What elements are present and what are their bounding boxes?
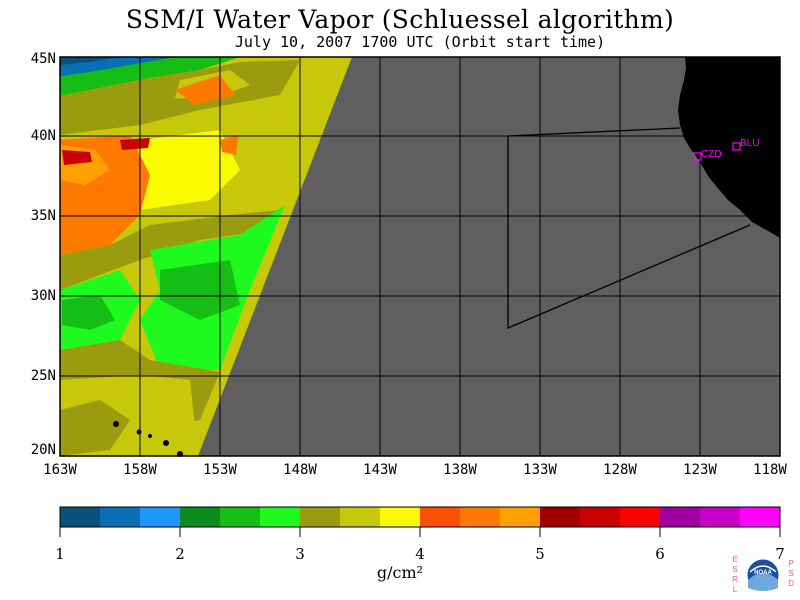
colorbar-swatch xyxy=(60,507,101,527)
lon-label-138w: 138W xyxy=(443,462,477,478)
lon-label-163w: 163W xyxy=(43,462,77,478)
logo-left-s: S xyxy=(732,565,737,574)
lon-label-133w: 133W xyxy=(523,462,557,478)
colorbar-swatch xyxy=(420,507,461,527)
colorbar-label-4: 4 xyxy=(415,545,425,563)
station-blu-marker xyxy=(732,142,741,151)
lon-label-148w: 148W xyxy=(283,462,317,478)
colorbar-swatch xyxy=(540,507,581,527)
lon-label-153w: 153W xyxy=(203,462,237,478)
station-czd-label: CZD xyxy=(701,149,722,160)
colorbar-label-1: 1 xyxy=(55,545,65,563)
colorbar-swatch xyxy=(180,507,221,527)
colorbar-swatch xyxy=(740,507,781,527)
lon-label-123w: 123W xyxy=(683,462,717,478)
logo-right-s: S xyxy=(788,569,793,578)
domain-outline xyxy=(507,136,751,329)
colorbar xyxy=(60,507,781,527)
lon-label-128w: 128W xyxy=(603,462,637,478)
lon-label-118w: 118W xyxy=(753,462,787,478)
logo-right-d: D xyxy=(788,579,794,588)
colorbar-units: g/cm² xyxy=(376,563,424,582)
colorbar-swatch xyxy=(660,507,701,527)
map-title: SSM/I Water Vapor (Schluessel algorithm) xyxy=(125,5,675,34)
colorbar-swatch xyxy=(100,507,141,527)
colorbar-ticks xyxy=(59,527,781,537)
logo-left-e: E xyxy=(732,555,737,564)
colorbar-swatch xyxy=(700,507,741,527)
lon-label-158w: 158W xyxy=(123,462,157,478)
graticule xyxy=(60,57,780,456)
colorbar-label-7: 7 xyxy=(775,545,785,563)
logo-right-p: P xyxy=(788,559,793,568)
map-subtitle: July 10, 2007 1700 UTC (Orbit start time… xyxy=(234,33,606,51)
colorbar-swatch xyxy=(300,507,341,527)
noaa-logo: NOAA E S R L P S D xyxy=(732,555,794,594)
map-frame xyxy=(59,56,781,457)
colorbar-swatch xyxy=(340,507,381,527)
lon-label-143w: 143W xyxy=(363,462,397,478)
colorbar-label-6: 6 xyxy=(655,545,665,563)
lat-label-30n: 30N xyxy=(30,288,56,304)
colorbar-label-5: 5 xyxy=(535,545,545,563)
colorbar-label-3: 3 xyxy=(295,545,305,563)
colorbar-swatch xyxy=(620,507,661,527)
colorbar-swatch xyxy=(260,507,301,527)
lat-label-20n: 20N xyxy=(30,442,56,458)
colorbar-swatch xyxy=(220,507,261,527)
colorbar-swatch xyxy=(460,507,501,527)
logo-left-l: L xyxy=(733,585,738,594)
colorbar-swatch xyxy=(140,507,181,527)
station-czd-marker xyxy=(693,152,702,161)
logo-left-r: R xyxy=(732,575,738,584)
colorbar-label-2: 2 xyxy=(175,545,185,563)
land-mass xyxy=(678,57,780,238)
station-blu-label: BLU xyxy=(740,138,759,149)
lat-label-25n: 25N xyxy=(30,368,56,384)
lat-label-35n: 35N xyxy=(30,208,56,224)
noaa-badge-text: NOAA xyxy=(754,570,772,576)
lat-label-45n: 45N xyxy=(30,51,56,67)
colorbar-swatch xyxy=(580,507,621,527)
lat-label-40n: 40N xyxy=(30,128,56,144)
colorbar-swatch xyxy=(380,507,421,527)
colorbar-swatch xyxy=(500,507,541,527)
